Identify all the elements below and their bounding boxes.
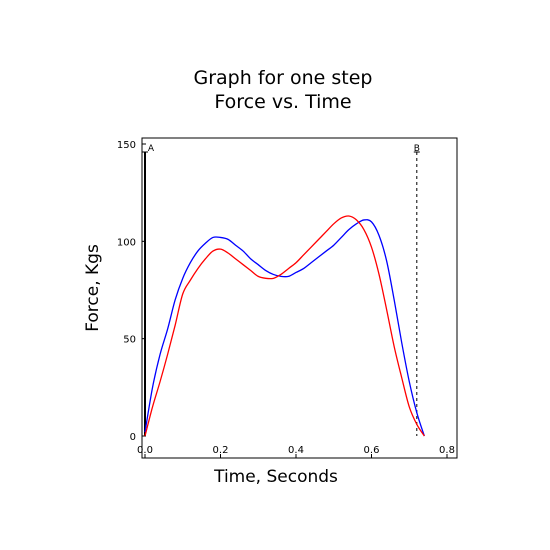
marker-label-b: B xyxy=(414,144,420,154)
marker-label-a: A xyxy=(148,144,155,154)
y-axis-label: Force, Kgs xyxy=(83,244,103,332)
y-tick-label: 100 xyxy=(117,237,136,248)
y-tick-label: 0 xyxy=(130,432,136,443)
x-tick-label: 0.8 xyxy=(439,445,455,456)
y-tick-label: 150 xyxy=(117,140,136,151)
y-tick-label: 50 xyxy=(123,335,136,346)
x-tick-label: 0.4 xyxy=(288,445,304,456)
series-line-1 xyxy=(144,219,425,437)
series-lines xyxy=(144,215,425,437)
axis-ticks: 0.0 0.2 0.4 0.6 0.8 0 50 100 150 xyxy=(117,140,455,458)
x-tick-label: 0.0 xyxy=(137,445,153,456)
x-tick-label: 0.2 xyxy=(213,445,229,456)
series-line-2 xyxy=(144,215,425,437)
chart-title-line-1: Graph for one step xyxy=(194,67,373,89)
x-tick-label: 0.6 xyxy=(364,445,380,456)
chart-title-line-2: Force vs. Time xyxy=(214,91,351,113)
x-axis-label: Time, Seconds xyxy=(213,467,338,487)
plot-frame xyxy=(141,137,458,459)
